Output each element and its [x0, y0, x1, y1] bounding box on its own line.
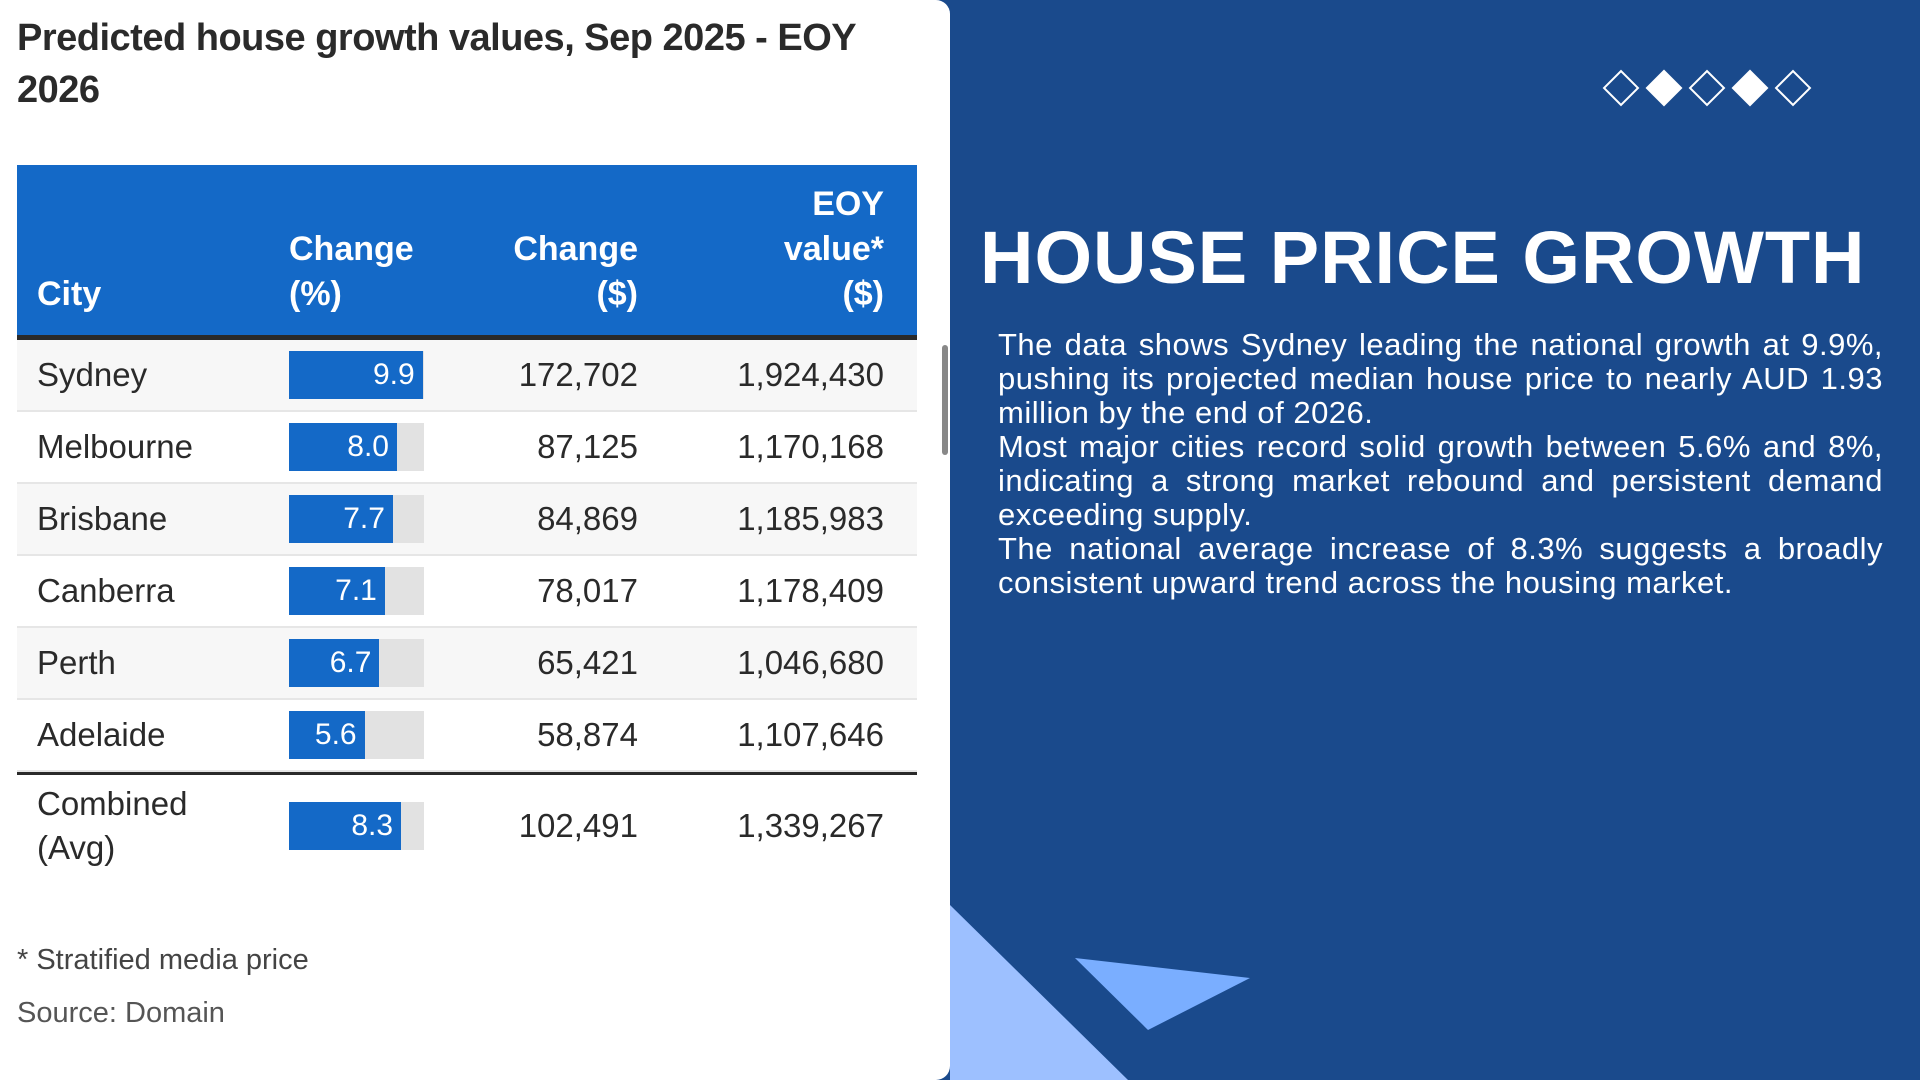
- source: Source: Domain: [17, 997, 225, 1029]
- city-cell: Melbourne: [37, 428, 193, 465]
- table-row: Canberra 7.1 78,017 1,178,409: [17, 556, 917, 628]
- scrollbar[interactable]: [942, 345, 948, 455]
- table-row: Adelaide 5.6 58,874 1,107,646: [17, 700, 917, 772]
- header-text: ($): [596, 275, 638, 313]
- change-pct-bar: 7.1: [289, 567, 424, 615]
- change-pct-bar: 8.3: [289, 802, 424, 850]
- change-pct-bar: 8.0: [289, 423, 424, 471]
- change-dollar-cell: 172,702: [518, 356, 638, 393]
- change-dollar-cell: 84,869: [537, 500, 638, 537]
- header-change-pct: Change (%): [289, 227, 414, 317]
- header-text: EOY: [812, 185, 884, 223]
- table-row: Perth 6.7 65,421 1,046,680: [17, 628, 917, 700]
- diamond-decoration: [1602, 69, 1812, 107]
- table-header: City Change (%) Change ($) EOY value* ($): [17, 165, 917, 340]
- pct-label: 5.6: [314, 718, 357, 751]
- bar-fill: [289, 423, 397, 471]
- header-change-dollar: Change ($): [513, 227, 638, 317]
- city-cell: Canberra: [37, 572, 175, 609]
- eoy-value-cell: 1,185,983: [737, 500, 884, 537]
- change-pct-bar: 7.7: [289, 495, 424, 543]
- table-body: Sydney 9.9 172,702 1,924,430 Melbourne 8.…: [17, 340, 917, 877]
- pct-label: 8.3: [351, 809, 394, 842]
- change-dollar-cell: 65,421: [537, 644, 638, 681]
- table-row: Brisbane 7.7 84,869 1,185,983: [17, 484, 917, 556]
- pct-label: 7.1: [335, 574, 377, 607]
- table-title: Predicted house growth values, Sep 2025 …: [17, 17, 856, 111]
- eoy-value-cell: 1,107,646: [737, 716, 884, 753]
- bar-fill: [289, 802, 402, 850]
- change-pct-bar: 9.9: [289, 351, 424, 399]
- paragraph: Most major cities record solid growth be…: [998, 429, 1883, 532]
- pct-label: 6.7: [329, 646, 372, 679]
- pct-label: 9.9: [372, 358, 415, 391]
- filled-diamond-icon: [1645, 69, 1683, 107]
- bar-fill: [289, 639, 380, 687]
- change-pct-bar: 6.7: [289, 639, 424, 687]
- change-dollar-cell: 87,125: [537, 428, 638, 465]
- light-triangle: [950, 905, 1128, 1080]
- city-cell: Adelaide: [37, 716, 166, 753]
- header-text: ($): [842, 275, 884, 313]
- table-panel: Predicted house growth values, Sep 2025 …: [0, 0, 950, 1080]
- bar-fill: [289, 351, 423, 399]
- header-text: Change: [289, 230, 414, 268]
- table-row: Sydney 9.9 172,702 1,924,430: [17, 340, 917, 412]
- footnote: * Stratified media price: [17, 944, 309, 976]
- growth-table: City Change (%) Change ($) EOY value* ($) Sy…: [17, 165, 917, 877]
- pct-label: 7.7: [343, 502, 385, 535]
- change-dollar-cell: 78,017: [537, 572, 638, 609]
- change-dollar-cell: 102,491: [518, 807, 638, 844]
- city-text: (Avg): [37, 829, 116, 866]
- header-text: value*: [783, 230, 884, 268]
- city-text: Combined: [37, 785, 188, 822]
- header-eoy-value: EOY value* ($): [784, 182, 884, 317]
- outline-diamond-icon: [1774, 69, 1812, 107]
- info-text: The data shows Sydney leading the nation…: [998, 328, 1883, 600]
- city-cell: Combined (Avg): [37, 782, 187, 870]
- city-cell: Perth: [37, 644, 116, 681]
- city-cell: Brisbane: [37, 500, 168, 537]
- outline-diamond-icon: [1602, 69, 1640, 107]
- header-text: (%): [289, 275, 342, 313]
- bar-fill: [289, 567, 385, 615]
- pct-label: 8.0: [347, 430, 389, 463]
- bar-fill: [289, 711, 365, 759]
- info-heading: HOUSE PRICE GROWTH: [980, 216, 1866, 299]
- change-dollar-cell: 58,874: [537, 716, 638, 753]
- header-city: City: [37, 275, 102, 313]
- outline-diamond-icon: [1688, 69, 1726, 107]
- eoy-value-cell: 1,339,267: [737, 807, 884, 844]
- mid-triangle: [1075, 958, 1250, 1030]
- eoy-value-cell: 1,178,409: [737, 572, 884, 609]
- city-cell: Sydney: [37, 356, 148, 393]
- eoy-value-cell: 1,170,168: [737, 428, 884, 465]
- eoy-value-cell: 1,924,430: [737, 356, 884, 393]
- change-pct-bar: 5.6: [289, 711, 424, 759]
- eoy-value-cell: 1,046,680: [737, 644, 884, 681]
- filled-diamond-icon: [1731, 69, 1769, 107]
- paragraph: The data shows Sydney leading the nation…: [998, 327, 1883, 430]
- bar-fill: [289, 495, 393, 543]
- header-text: Change: [513, 230, 638, 268]
- paragraph: The national average increase of 8.3% su…: [998, 531, 1883, 600]
- table-row-combined: Combined (Avg) 8.3 102,491 1,339,267: [17, 772, 917, 877]
- table-row: Melbourne 8.0 87,125 1,170,168: [17, 412, 917, 484]
